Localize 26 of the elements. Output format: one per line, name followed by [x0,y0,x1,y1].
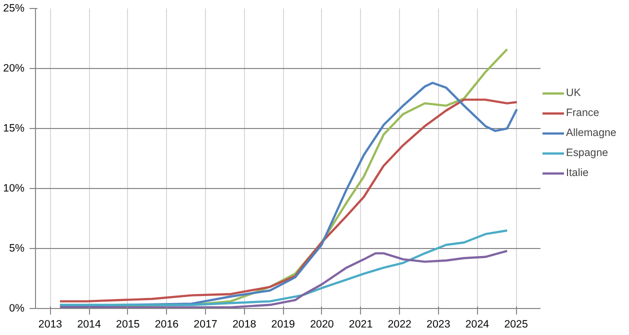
x-tick-label: 2016 [154,318,179,330]
x-tick-label: 2017 [194,318,218,330]
legend-label: UK [566,86,582,100]
legend-label: Allemagne [566,126,616,140]
y-tick-label: 25% [3,2,26,14]
y-tick-label: 0% [9,302,26,314]
y-tick-label: 5% [9,242,26,254]
x-tick-label: 2025 [504,318,528,330]
x-tick-label: 2022 [388,318,412,330]
y-tick-label: 15% [3,122,26,134]
x-tick-label: 2019 [271,318,296,330]
x-tick-label: 2014 [77,318,101,330]
line-series [58,229,508,306]
legend-label: Espagne [566,146,608,160]
x-tick-label: 2024 [465,318,490,330]
legend-label: Italie [566,166,589,180]
x-tick-label: 2015 [116,318,140,330]
x-tick-label: 2023 [426,318,450,330]
y-tick-label: 20% [3,62,26,74]
legend-label: France [566,106,600,120]
x-tick-label: 2013 [38,318,62,330]
x-tick-label: 2020 [310,318,334,330]
x-tick-label: 2018 [232,318,256,330]
line-series [58,250,508,308]
y-tick-label: 10% [3,182,26,194]
x-tick-label: 2021 [348,318,373,330]
